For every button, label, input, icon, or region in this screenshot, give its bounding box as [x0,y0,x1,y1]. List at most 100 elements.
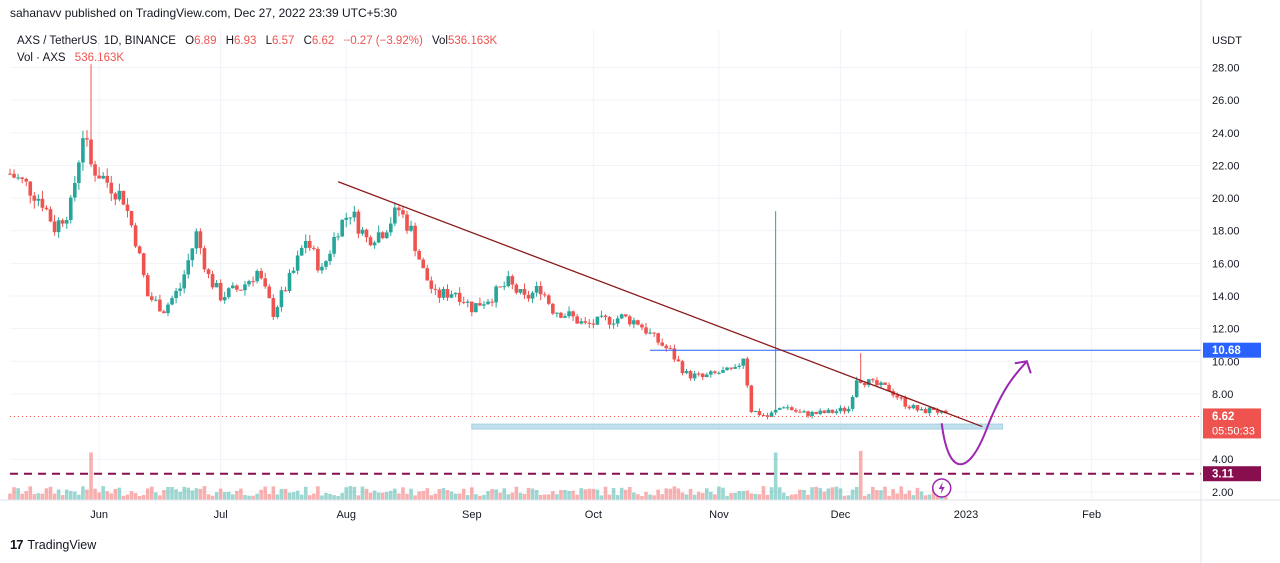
volume-bar [417,491,421,500]
candle-body [619,314,624,319]
candle-body [137,246,142,254]
volume-bar [81,486,85,500]
volume-bar [486,491,490,500]
volume-bar [636,494,640,500]
candle-body [879,382,883,386]
volume-bar [474,494,478,500]
candle-body [599,315,604,317]
volume-bar [85,489,89,500]
volume-bar [648,494,652,500]
y-tick-label: 28.00 [1212,63,1240,75]
volume-bar [891,489,895,500]
volume-bar [810,487,814,500]
volume-bar [133,493,138,500]
volume-bar [117,487,122,500]
candle-body [202,248,207,270]
x-tick-label: 2023 [954,509,978,521]
candle-body [56,220,61,233]
volume-bar [733,492,737,500]
volume-bar [449,491,454,500]
price-badge-value: 6.62 [1212,411,1234,423]
candle-body [911,405,916,409]
volume-bar [105,491,110,500]
candle-body [688,371,693,379]
symbol-name[interactable]: AXS / TetherUS, 1D, BINANCE [17,35,176,47]
candle-body [429,280,434,289]
volume-bar [368,492,373,500]
volume-bar [206,494,211,500]
footer-brand[interactable]: 17 TradingView [10,537,96,552]
volume-bar [158,495,162,500]
candle-body [413,225,417,251]
candle-body [48,209,53,222]
candle-body [563,316,567,318]
candle-body [559,312,563,318]
volume-bar [320,495,324,500]
candle-body [178,288,182,291]
candle-body [271,298,276,317]
volume-bar [518,492,523,500]
candle-body [692,373,697,379]
volume-bar [166,486,170,500]
candle-body [741,358,746,366]
candle-body [222,297,227,301]
candle-body [534,286,539,293]
y-tick-label: 2.00 [1212,487,1233,499]
volume-bar [530,488,535,500]
candle-body [8,173,12,175]
volume-bar [457,493,462,500]
candle-body [745,358,750,386]
projection-arrow [940,360,1028,466]
volume-bar [741,491,746,500]
volume-bar [623,489,628,500]
candle-body [457,292,462,303]
volume-bar [688,488,693,500]
volume-bar [911,495,916,500]
volume-bar [380,492,385,500]
volume-study-name[interactable]: Vol · AXS [17,52,66,64]
volume-bar [830,487,835,500]
volume-bar [587,488,592,500]
volume-bar [919,491,924,500]
candle-body [425,268,430,281]
candle-body [567,311,571,317]
volume-bar [757,494,762,500]
y-tick-label: 26.00 [1212,95,1240,107]
y-tick-label: 22.00 [1212,160,1240,172]
x-tick-label: Nov [709,509,729,521]
grid-lines [10,30,1201,500]
volume-bar [376,492,381,500]
y-tick-label: 12.00 [1212,324,1240,336]
candle-body [162,311,166,314]
candle-body [615,318,620,324]
candle-body [453,292,458,295]
volume-bar [879,490,883,500]
volume-bar [814,486,818,500]
volume-bar [761,486,766,500]
volume-bar [551,491,555,500]
candle-body [846,408,851,412]
candle-body [174,290,178,299]
volume-bar [89,452,93,500]
candle-body [64,220,69,224]
candle-body [903,397,908,407]
candle-body [704,374,709,378]
volume-bar [765,494,770,500]
volume-bar [129,491,134,500]
candle-body [214,283,219,288]
volume-bar [121,495,126,500]
volume-bar [40,493,45,500]
price-badge [1203,408,1261,439]
candle-body [405,214,409,231]
volume-bar [243,494,247,500]
candle-body [125,204,130,211]
volume-bar [915,487,920,500]
volume-bar [615,495,620,500]
candle-body [316,248,320,271]
candle-body [656,333,660,343]
volume-bar [16,488,20,500]
candle-body [275,307,280,317]
volume-bar [931,489,936,500]
volume-bar [729,493,733,500]
